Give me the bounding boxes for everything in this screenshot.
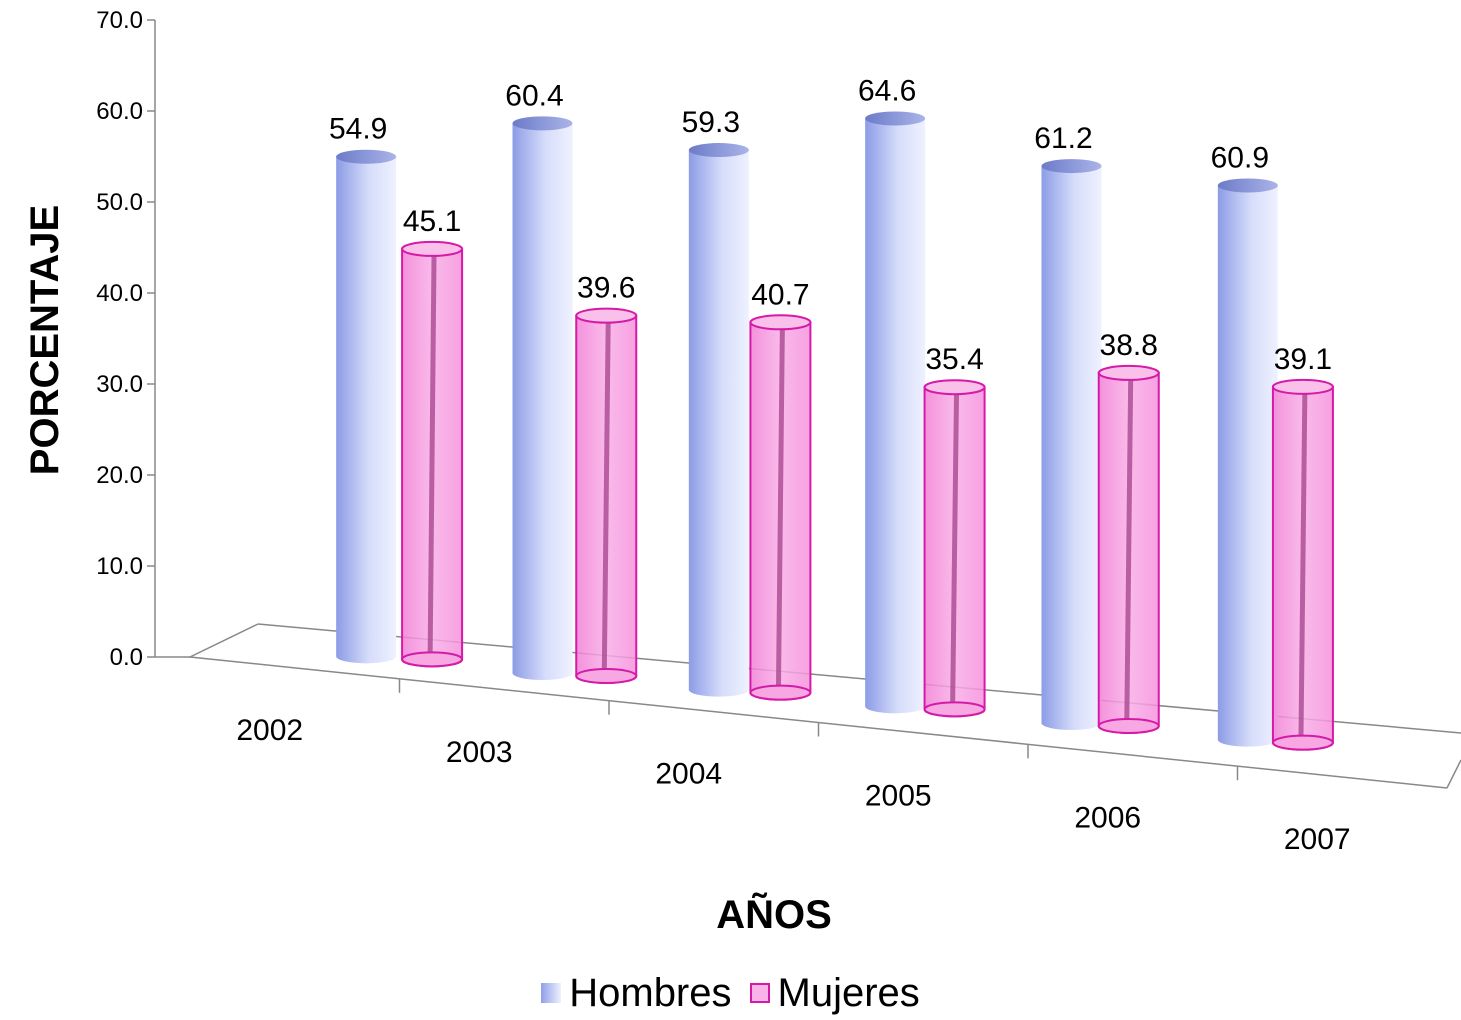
bar-hombres-body — [688, 150, 749, 697]
bar-mujeres — [401, 240, 464, 668]
bar-mujeres-core — [1124, 372, 1134, 727]
chart-canvas: 0.0 10.0 20.0 30.0 40.0 50.0 60.0 70.0 54.9 45.1 6… — [23, 7, 1461, 937]
y-tick-label: 20.0 — [96, 462, 143, 489]
bar-mujeres — [923, 379, 986, 718]
bar-mujeres — [575, 307, 638, 684]
data-label-mujeres: 38.8 — [1100, 329, 1158, 362]
floor-right-edge — [1446, 759, 1461, 789]
y-tick-label: 10.0 — [96, 553, 143, 580]
bar-mujeres-top — [1097, 364, 1160, 381]
y-tick-label: 0.0 — [110, 644, 143, 671]
bar-mujeres-top — [749, 314, 812, 331]
data-label-mujeres: 45.1 — [403, 205, 461, 238]
bar-mujeres-core — [775, 322, 785, 693]
bar-hombres — [336, 149, 397, 664]
data-label-hombres: 60.4 — [505, 79, 563, 112]
x-tick-label: 2002 — [236, 714, 303, 747]
y-tick-label: 70.0 — [96, 7, 143, 34]
bar-hombres-body — [865, 118, 926, 714]
bar-hombres-body — [336, 156, 397, 664]
data-label-mujeres: 40.7 — [751, 278, 809, 311]
bar-mujeres-core — [427, 248, 437, 660]
legend-item-mujeres: Mujeres — [749, 970, 920, 1016]
y-tick-label: 60.0 — [96, 98, 143, 125]
bar-mujeres-top — [575, 307, 638, 324]
data-label-mujeres: 35.4 — [925, 343, 983, 376]
bar-hombres-body — [512, 123, 573, 681]
bar-mujeres-base — [1097, 718, 1160, 734]
legend-label-hombres: Hombres — [569, 970, 732, 1015]
x-axis-title: AÑOS — [716, 891, 832, 937]
legend-label-mujeres: Mujeres — [777, 970, 920, 1015]
bar-mujeres — [1097, 364, 1160, 734]
bar-mujeres-base — [923, 701, 986, 718]
y-tick-label: 50.0 — [96, 189, 143, 216]
bar-mujeres-top — [1271, 378, 1334, 395]
data-label-hombres: 54.9 — [329, 113, 387, 146]
bar-hombres — [1041, 159, 1102, 731]
bar-mujeres-top — [923, 379, 986, 396]
y-axis-title: PORCENTAJE — [23, 205, 67, 475]
data-label-hombres: 61.2 — [1034, 122, 1092, 155]
legend-item-hombres: Hombres — [541, 970, 732, 1016]
bar-hombres — [1217, 178, 1278, 747]
bar-hombres-top — [865, 111, 926, 126]
bar-hombres — [512, 116, 573, 681]
bar-mujeres — [749, 314, 812, 701]
bar-mujeres-core — [601, 315, 611, 677]
bar-hombres-top — [1041, 159, 1102, 174]
data-label-mujeres: 39.1 — [1274, 343, 1332, 376]
bar-hombres — [688, 143, 749, 697]
bar-hombres-top — [336, 149, 397, 164]
bar-mujeres-top — [401, 240, 464, 257]
legend: Hombres Mujeres — [0, 970, 1461, 1016]
bar-hombres — [865, 111, 926, 714]
legend-swatch-mujeres — [749, 983, 770, 1003]
data-label-hombres: 64.6 — [858, 74, 916, 107]
x-tick-label: 2004 — [655, 758, 722, 791]
bar-hombres-top — [512, 116, 573, 131]
legend-swatch-hombres — [541, 983, 562, 1003]
bar-mujeres-base — [749, 684, 812, 701]
y-tick-label: 40.0 — [96, 280, 143, 307]
x-tick-label: 2006 — [1074, 801, 1141, 834]
data-label-mujeres: 39.6 — [577, 272, 635, 305]
bar-hombres-body — [1041, 166, 1102, 731]
x-tick-label: 2007 — [1284, 823, 1351, 856]
bar-mujeres-core — [1298, 386, 1308, 743]
bar-hombres-top — [688, 143, 749, 158]
data-label-hombres: 60.9 — [1211, 141, 1269, 174]
y-tick-label: 30.0 — [96, 371, 143, 398]
bar-mujeres-base — [1271, 734, 1334, 751]
bar-mujeres — [1271, 378, 1334, 751]
bar-hombres-top — [1217, 178, 1278, 193]
bar-mujeres-core — [950, 387, 960, 710]
x-tick-label: 2003 — [446, 736, 513, 769]
bar-hombres-body — [1217, 185, 1278, 747]
data-label-hombres: 59.3 — [682, 106, 740, 139]
bar-mujeres-base — [575, 668, 638, 684]
bar-mujeres-base — [401, 651, 464, 668]
x-tick-label: 2005 — [865, 779, 932, 812]
